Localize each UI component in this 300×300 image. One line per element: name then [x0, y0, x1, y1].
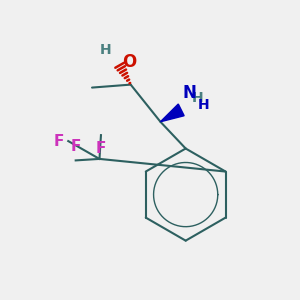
Text: H: H	[198, 98, 209, 112]
Text: H: H	[192, 91, 203, 104]
Text: F: F	[53, 134, 64, 148]
Text: H: H	[100, 44, 111, 57]
Text: O: O	[122, 53, 136, 71]
Polygon shape	[160, 104, 184, 122]
Text: N: N	[183, 84, 196, 102]
Text: F: F	[96, 141, 106, 156]
Text: F: F	[70, 140, 81, 154]
